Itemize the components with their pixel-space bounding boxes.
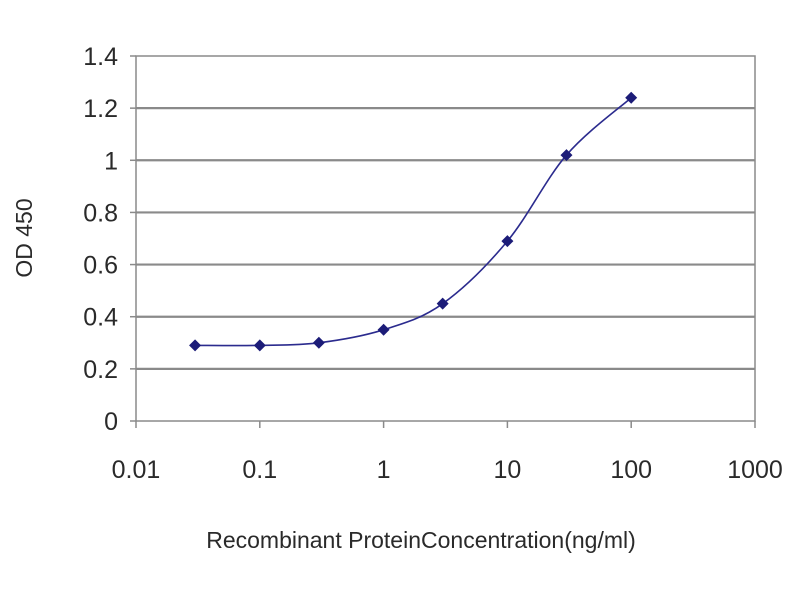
data-point bbox=[253, 339, 266, 352]
x-tick-label: 1 bbox=[377, 456, 391, 484]
y-tick-label: 0.2 bbox=[83, 356, 118, 384]
x-tick-label: 0.1 bbox=[242, 456, 277, 484]
data-point bbox=[501, 235, 514, 248]
y-tick-label: 0 bbox=[104, 408, 118, 436]
x-axis-tick-labels: 0.01 0.1 1 10 100 1000 bbox=[112, 456, 783, 484]
data-point bbox=[436, 297, 449, 310]
y-axis-tick-labels: 0 0.2 0.4 0.6 0.8 1 1.2 1.4 bbox=[83, 43, 118, 436]
x-tick-label: 10 bbox=[493, 456, 521, 484]
x-tick-label: 0.01 bbox=[112, 456, 161, 484]
y-tick-label: 0.8 bbox=[83, 199, 118, 227]
data-point bbox=[189, 339, 202, 352]
x-tick-label: 1000 bbox=[727, 456, 783, 484]
data-point bbox=[377, 323, 390, 336]
y-tick-label: 0.6 bbox=[83, 252, 118, 280]
data-point bbox=[560, 149, 573, 162]
y-tick-label: 1.2 bbox=[83, 95, 118, 123]
data-series bbox=[189, 91, 638, 352]
data-point bbox=[625, 91, 638, 104]
data-point bbox=[312, 336, 325, 349]
y-axis-title: OD 450 bbox=[11, 198, 37, 277]
y-tick-label: 1 bbox=[104, 147, 118, 175]
y-tick-label: 0.4 bbox=[83, 304, 118, 332]
x-axis-title: Recombinant ProteinConcentration(ng/ml) bbox=[206, 527, 636, 553]
gridlines bbox=[130, 55, 755, 422]
x-axis-ticks bbox=[135, 421, 756, 428]
x-tick-label: 100 bbox=[610, 456, 652, 484]
y-tick-label: 1.4 bbox=[83, 43, 118, 71]
plot-area bbox=[135, 55, 756, 422]
